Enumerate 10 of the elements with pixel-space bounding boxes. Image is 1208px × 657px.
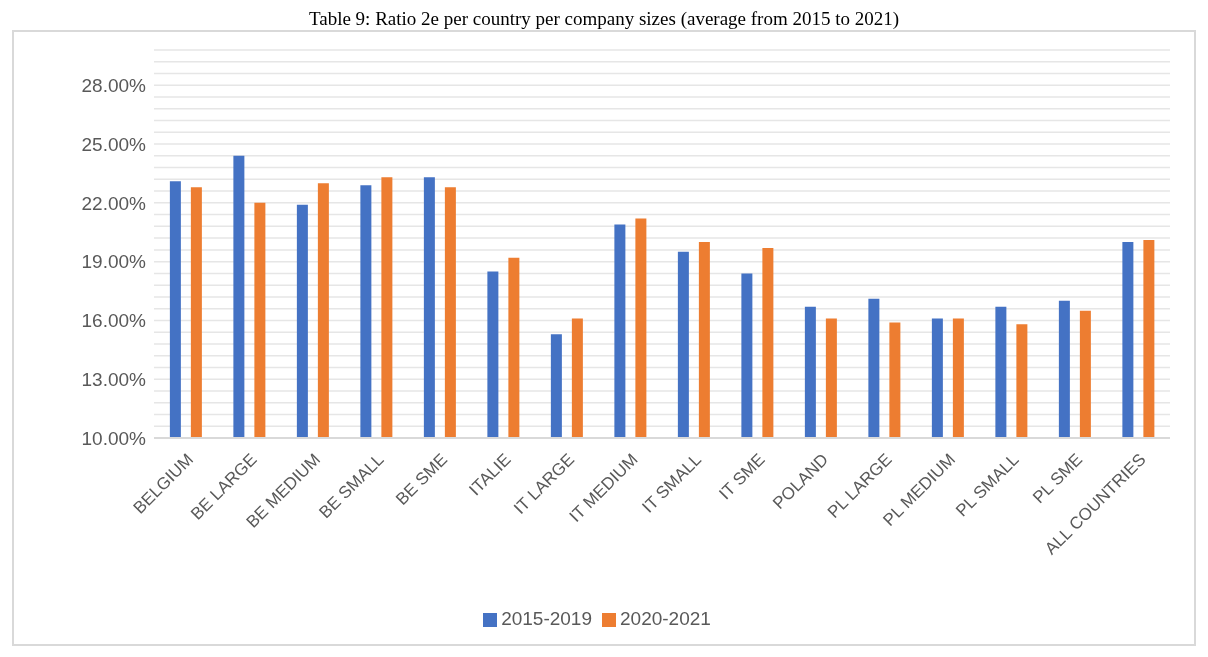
y-tick-label: 25.00%: [81, 133, 147, 155]
y-tick-label: 10.00%: [81, 427, 147, 449]
y-tick-label: 19.00%: [81, 251, 147, 273]
y-tick-label: 13.00%: [81, 368, 147, 390]
legend-label: 2015-2019: [501, 608, 592, 629]
y-tick-label: 28.00%: [81, 75, 147, 97]
y-tick-label: 22.00%: [81, 192, 147, 214]
legend-label: 2020-2021: [620, 608, 711, 629]
chart-title: Table 9: Ratio 2e per country per company sizes (average from 2015 to 2021): [307, 8, 901, 30]
y-tick-label: 16.00%: [81, 310, 147, 332]
